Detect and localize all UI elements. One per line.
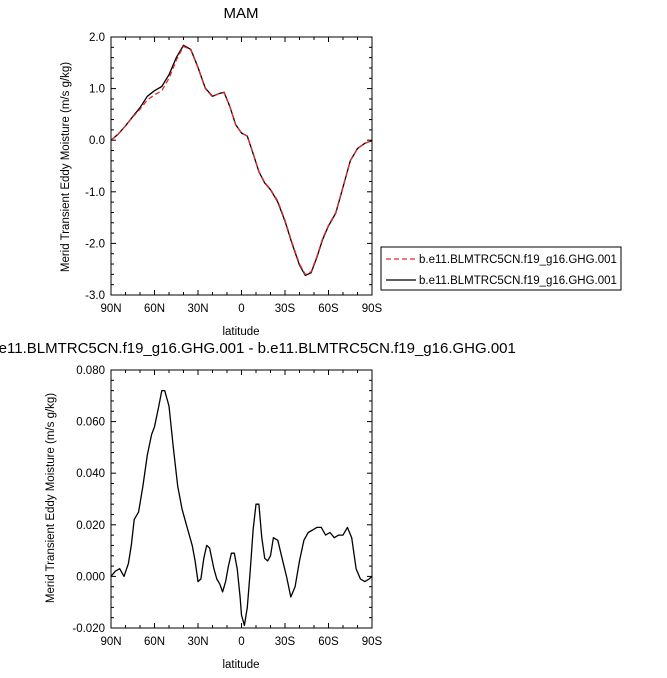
bottom-chart-title: b.e11.BLMTRC5CN.f19_g16.GHG.001 - b.e11.… xyxy=(0,340,516,357)
bottom-x-tick-label: 90N xyxy=(100,636,121,648)
bottom-chart-ylabel: Merid Transient Eddy Moisture (m/s g/kg) xyxy=(45,393,57,603)
bottom-x-tick-label: 30S xyxy=(275,636,296,648)
bottom-y-tick-label: 0.000 xyxy=(76,571,105,583)
top-plot-frame xyxy=(110,36,373,296)
legend: b.e11.BLMTRC5CN.f19_g16.GHG.001 b.e11.BL… xyxy=(380,246,622,291)
bottom-x-tick-label: 0 xyxy=(238,636,244,648)
top-x-tick-label: 0 xyxy=(238,303,244,315)
bottom-series-line-0 xyxy=(110,389,373,627)
top-x-tick-label: 30N xyxy=(187,303,208,315)
top-chart: MAM Merid Transient Eddy Moisture (m/s g… xyxy=(60,5,383,338)
legend-label-2: b.e11.BLMTRC5CN.f19_g16.GHG.001 xyxy=(419,275,617,287)
top-chart-lines xyxy=(110,44,373,277)
bottom-y-tick-label: -0.020 xyxy=(72,623,105,635)
bottom-plot-frame xyxy=(110,369,373,629)
top-chart-ylabel: Merid Transient Eddy Moisture (m/s g/kg) xyxy=(60,62,72,272)
legend-box xyxy=(380,246,622,291)
bottom-x-tick-label: 60N xyxy=(144,636,165,648)
bottom-x-tick-label: 30N xyxy=(187,636,208,648)
legend-label-1: b.e11.BLMTRC5CN.f19_g16.GHG.001 xyxy=(419,254,617,266)
top-series-line-1 xyxy=(110,44,373,277)
bottom-y-tick-label: 0.060 xyxy=(76,417,105,429)
top-y-tick-label: -1.0 xyxy=(85,187,105,199)
bottom-x-tick-label: 60S xyxy=(318,636,339,648)
bottom-y-tick-label: 0.020 xyxy=(76,520,105,532)
bottom-chart: b.e11.BLMTRC5CN.f19_g16.GHG.001 - b.e11.… xyxy=(0,340,516,671)
top-x-tick-label: 60N xyxy=(144,303,165,315)
top-chart-xlabel: latitude xyxy=(222,326,259,338)
bottom-y-tick-label: 0.080 xyxy=(76,365,105,377)
top-y-tick-label: 2.0 xyxy=(89,32,105,44)
top-y-tick-label: 0.0 xyxy=(89,135,105,147)
top-x-tick-label: 60S xyxy=(318,303,339,315)
top-x-tick-label: 90N xyxy=(100,303,121,315)
top-x-tick-label: 90S xyxy=(362,303,383,315)
top-y-tick-label: -2.0 xyxy=(85,238,105,250)
bottom-chart-xlabel: latitude xyxy=(222,659,259,671)
bottom-y-tick-label: 0.040 xyxy=(76,468,105,480)
bottom-x-tick-label: 90S xyxy=(362,636,383,648)
top-series-line-0 xyxy=(110,45,373,276)
top-chart-title: MAM xyxy=(224,5,259,22)
bottom-chart-lines xyxy=(110,389,373,627)
top-y-tick-label: 1.0 xyxy=(89,84,105,96)
top-y-tick-label: -3.0 xyxy=(85,290,105,302)
top-x-tick-label: 30S xyxy=(275,303,296,315)
